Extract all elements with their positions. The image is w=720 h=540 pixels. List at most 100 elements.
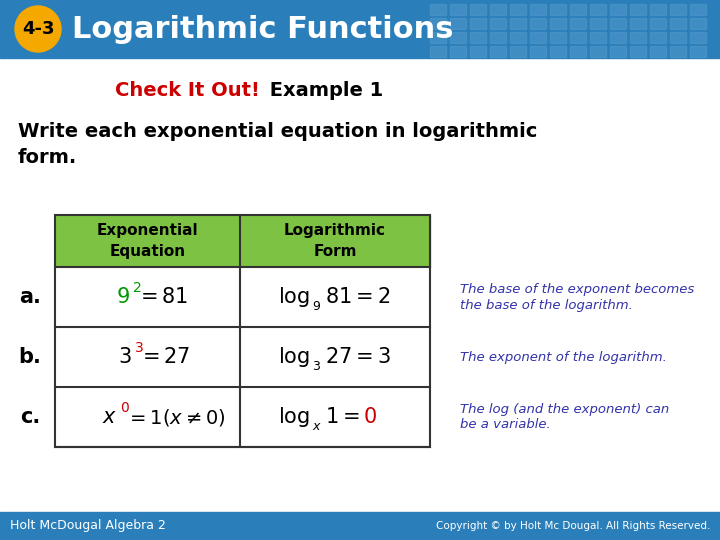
Bar <box>690 18 706 29</box>
Bar <box>610 4 626 15</box>
Bar <box>670 32 686 43</box>
Circle shape <box>15 6 61 52</box>
Text: c.: c. <box>20 407 40 427</box>
Bar <box>550 18 566 29</box>
Text: Check It Out!: Check It Out! <box>115 80 260 99</box>
Bar <box>530 32 546 43</box>
Bar <box>610 46 626 57</box>
Bar <box>510 4 526 15</box>
Bar <box>590 4 606 15</box>
Bar <box>450 4 466 15</box>
Text: $2$: $2$ <box>132 281 141 295</box>
Bar <box>510 18 526 29</box>
Bar <box>630 46 646 57</box>
Bar <box>630 32 646 43</box>
Bar <box>510 32 526 43</box>
Bar <box>630 4 646 15</box>
Text: $81 = 2$: $81 = 2$ <box>325 287 390 307</box>
Bar <box>610 18 626 29</box>
Bar <box>650 18 666 29</box>
Text: the base of the logarithm.: the base of the logarithm. <box>460 299 633 312</box>
Bar <box>0 0 720 58</box>
Bar <box>650 32 666 43</box>
Bar <box>450 18 466 29</box>
Bar <box>550 46 566 57</box>
Bar <box>570 4 586 15</box>
Bar <box>510 46 526 57</box>
Bar <box>240 327 430 387</box>
Text: $9$: $9$ <box>312 300 321 313</box>
Bar <box>570 32 586 43</box>
Bar <box>470 46 486 57</box>
Text: $\mathrm{log}$: $\mathrm{log}$ <box>278 405 310 429</box>
Bar <box>530 18 546 29</box>
Bar <box>690 4 706 15</box>
Bar <box>550 32 566 43</box>
Text: Example 1: Example 1 <box>263 80 383 99</box>
Bar <box>470 4 486 15</box>
Bar <box>650 46 666 57</box>
Text: form.: form. <box>18 148 77 167</box>
Text: $\mathrm{log}$: $\mathrm{log}$ <box>278 285 310 309</box>
Text: Logarithmic Functions: Logarithmic Functions <box>72 15 454 44</box>
Text: $= 27$: $= 27$ <box>138 347 190 367</box>
Bar <box>450 46 466 57</box>
Text: The exponent of the logarithm.: The exponent of the logarithm. <box>460 350 667 363</box>
Bar <box>590 32 606 43</box>
Text: Logarithmic
Form: Logarithmic Form <box>284 223 386 259</box>
Bar <box>550 4 566 15</box>
Bar <box>430 18 446 29</box>
Bar <box>470 32 486 43</box>
Text: $3$: $3$ <box>118 347 132 367</box>
Bar <box>240 387 430 447</box>
Text: $0$: $0$ <box>120 401 130 415</box>
Bar <box>530 4 546 15</box>
Text: Exponential
Equation: Exponential Equation <box>96 223 198 259</box>
Text: 4-3: 4-3 <box>22 20 54 38</box>
Text: $0$: $0$ <box>363 407 377 427</box>
Bar <box>450 32 466 43</box>
Text: $\mathrm{log}$: $\mathrm{log}$ <box>278 345 310 369</box>
Text: The base of the exponent becomes: The base of the exponent becomes <box>460 282 694 295</box>
Text: $= 81$: $= 81$ <box>135 287 188 307</box>
Text: Holt McDougal Algebra 2: Holt McDougal Algebra 2 <box>10 519 166 532</box>
Bar <box>490 4 506 15</box>
Text: The log (and the exponent) can: The log (and the exponent) can <box>460 402 670 415</box>
Text: $3$: $3$ <box>133 341 143 355</box>
Bar <box>670 18 686 29</box>
Text: be a variable.: be a variable. <box>460 418 551 431</box>
Bar <box>55 327 240 387</box>
Bar <box>570 46 586 57</box>
Bar <box>690 32 706 43</box>
Text: $9$: $9$ <box>116 287 130 307</box>
Bar <box>430 4 446 15</box>
Bar <box>590 18 606 29</box>
Text: $27 = 3$: $27 = 3$ <box>325 347 391 367</box>
Bar <box>610 32 626 43</box>
Bar <box>55 267 240 327</box>
Text: $x$: $x$ <box>312 420 322 433</box>
Bar <box>670 4 686 15</box>
Bar <box>490 46 506 57</box>
Bar <box>55 215 240 267</box>
Bar <box>490 18 506 29</box>
Bar <box>570 18 586 29</box>
Text: $3$: $3$ <box>312 360 321 373</box>
Bar <box>670 46 686 57</box>
Text: Write each exponential equation in logarithmic: Write each exponential equation in logar… <box>18 122 537 141</box>
Bar <box>240 215 430 267</box>
Bar <box>590 46 606 57</box>
Text: Copyright © by Holt Mc Dougal. All Rights Reserved.: Copyright © by Holt Mc Dougal. All Right… <box>436 521 710 531</box>
Text: $1 = $: $1 = $ <box>325 407 360 427</box>
Bar <box>530 46 546 57</box>
Bar <box>430 46 446 57</box>
Bar <box>650 4 666 15</box>
Bar <box>55 387 240 447</box>
Bar <box>630 18 646 29</box>
Bar <box>240 267 430 327</box>
Bar <box>430 32 446 43</box>
Bar <box>690 46 706 57</box>
Text: b.: b. <box>19 347 42 367</box>
Bar <box>0 512 720 540</box>
Text: $x$: $x$ <box>102 407 117 427</box>
